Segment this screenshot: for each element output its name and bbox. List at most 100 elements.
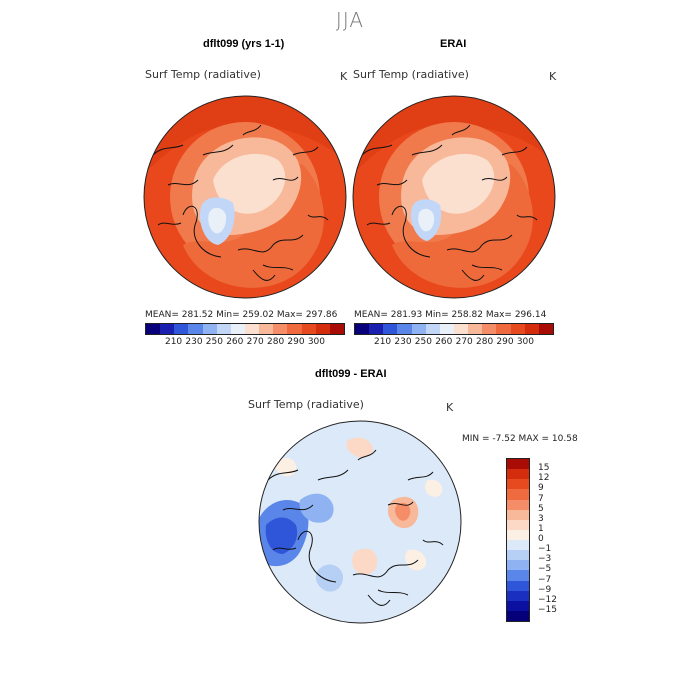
colorbar-swatch — [160, 324, 175, 334]
diff-colorbar-swatch — [507, 479, 529, 490]
colorbar-tick-label: 280 — [267, 337, 285, 347]
model-colorbar: 210 230 250 260 270 280 290 300 — [145, 323, 345, 347]
diff-colorbar-tick-label: −1 — [538, 544, 552, 555]
model-stats: MEAN= 281.52 Min= 259.02 Max= 297.86 — [145, 310, 338, 320]
colorbar-swatch — [468, 324, 483, 334]
obs-colorbar-labels: 210 230 250 260 270 280 290 300 — [354, 335, 554, 347]
diff-polar-map — [258, 420, 462, 624]
diff-colorbar-tick-label: −5 — [538, 564, 552, 575]
diff-colorbar-swatch — [507, 459, 529, 470]
model-panel-title: dflt099 (yrs 1-1) — [203, 38, 285, 50]
colorbar-swatch — [188, 324, 203, 334]
colorbar-tick-label: 270 — [246, 337, 264, 347]
model-unit-label: K — [340, 70, 348, 83]
colorbar-swatch — [301, 324, 316, 334]
colorbar-swatch — [216, 324, 231, 334]
diff-colorbar-tick-label: 9 — [538, 483, 544, 494]
colorbar-tick-label: 260 — [226, 337, 244, 347]
colorbar-swatch — [230, 324, 245, 334]
colorbar-swatch — [202, 324, 217, 334]
colorbar-swatch — [482, 324, 497, 334]
colorbar-tick-label: 230 — [185, 337, 203, 347]
colorbar-swatch — [510, 324, 525, 334]
diff-colorbar-swatch — [507, 499, 529, 510]
diff-colorbar-swatch — [507, 600, 529, 611]
colorbar-swatch — [411, 324, 426, 334]
diff-colorbar-tick-label: −7 — [538, 574, 552, 585]
colorbar-tick-label: 260 — [435, 337, 453, 347]
diff-colorbar-swatch — [507, 509, 529, 520]
diff-variable-label: Surf Temp (radiative) — [248, 398, 364, 411]
diff-colorbar-tick-label: 15 — [538, 463, 550, 474]
diff-colorbar-swatch — [507, 570, 529, 581]
diff-colorbar-swatch — [507, 529, 529, 540]
colorbar-swatch — [383, 324, 398, 334]
diff-colorbar-labels: 15 12 9 7 5 3 1 0 −1 −3 −5 −7 −9 −12 −15 — [538, 458, 578, 622]
colorbar-tick-label: 290 — [287, 337, 305, 347]
diff-colorbar-swatch — [507, 580, 529, 591]
diff-colorbar-tick-label: 12 — [538, 473, 550, 484]
model-colorbar-labels: 210 230 250 260 270 280 290 300 — [145, 335, 345, 347]
colorbar-swatch — [355, 324, 370, 334]
colorbar-tick-label: 300 — [307, 337, 326, 347]
colorbar-tick-label: 210 — [164, 337, 183, 347]
colorbar-swatch — [453, 324, 469, 334]
obs-stats: MEAN= 281.93 Min= 258.82 Max= 296.14 — [354, 310, 547, 320]
diff-colorbar-tick-label: −15 — [538, 604, 557, 615]
colorbar-swatch — [174, 324, 189, 334]
diff-colorbar-swatch — [507, 560, 529, 571]
colorbar-tick-label: 280 — [476, 337, 494, 347]
diff-colorbar-tick-label: 7 — [538, 493, 544, 504]
colorbar-tick-label: 290 — [496, 337, 514, 347]
colorbar-tick-label: 250 — [205, 337, 223, 347]
diff-colorbar — [506, 458, 530, 622]
obs-polar-map — [352, 95, 556, 299]
colorbar-swatch — [315, 324, 330, 334]
diff-colorbar-swatch — [507, 590, 529, 601]
model-polar-map — [143, 95, 347, 299]
diff-colorbar-swatch — [507, 519, 529, 530]
diff-colorbar-swatch — [507, 489, 529, 500]
diff-colorbar-swatch — [507, 610, 529, 621]
obs-colorbar-swatches — [354, 323, 554, 335]
colorbar-swatch — [273, 324, 288, 334]
diff-colorbar-swatches — [506, 458, 530, 622]
colorbar-swatch — [369, 324, 384, 334]
colorbar-swatch — [439, 324, 454, 334]
colorbar-swatch — [524, 324, 539, 334]
colorbar-swatch — [287, 324, 302, 334]
diff-colorbar-swatch — [507, 550, 529, 561]
obs-colorbar: 210 230 250 260 270 280 290 300 — [354, 323, 554, 347]
colorbar-tick-label: 270 — [455, 337, 473, 347]
season-title: JJA — [335, 8, 365, 32]
diff-colorbar-tick-label: 5 — [538, 503, 544, 514]
diff-colorbar-tick-label: 0 — [538, 534, 544, 544]
colorbar-tick-label: 250 — [414, 337, 432, 347]
colorbar-tick-label: 230 — [394, 337, 412, 347]
colorbar-tick-label: 300 — [516, 337, 535, 347]
colorbar-swatch — [538, 324, 553, 334]
colorbar-swatch — [397, 324, 412, 334]
diff-colorbar-tick-label: 3 — [538, 513, 544, 524]
diff-colorbar-tick-label: 1 — [538, 523, 544, 534]
diff-colorbar-tick-label: −12 — [538, 594, 557, 605]
obs-panel-title: ERAI — [440, 38, 467, 50]
colorbar-swatch — [496, 324, 511, 334]
diff-colorbar-swatch — [507, 540, 529, 551]
colorbar-swatch — [425, 324, 440, 334]
model-variable-label: Surf Temp (radiative) — [145, 68, 261, 81]
diff-colorbar-swatch — [507, 469, 529, 480]
diff-unit-label: K — [446, 401, 454, 414]
obs-variable-label: Surf Temp (radiative) — [353, 68, 469, 81]
colorbar-swatch — [244, 324, 260, 334]
diff-colorbar-tick-label: −3 — [538, 554, 552, 565]
colorbar-swatch — [259, 324, 274, 334]
diff-stats: MIN = -7.52 MAX = 10.58 — [462, 434, 578, 444]
diff-colorbar-tick-label: −9 — [538, 584, 552, 595]
colorbar-swatch — [146, 324, 161, 334]
colorbar-tick-label: 210 — [373, 337, 392, 347]
colorbar-swatch — [329, 324, 344, 334]
model-colorbar-swatches — [145, 323, 345, 335]
obs-unit-label: K — [549, 70, 557, 83]
diff-panel-title: dflt099 - ERAI — [315, 368, 387, 380]
